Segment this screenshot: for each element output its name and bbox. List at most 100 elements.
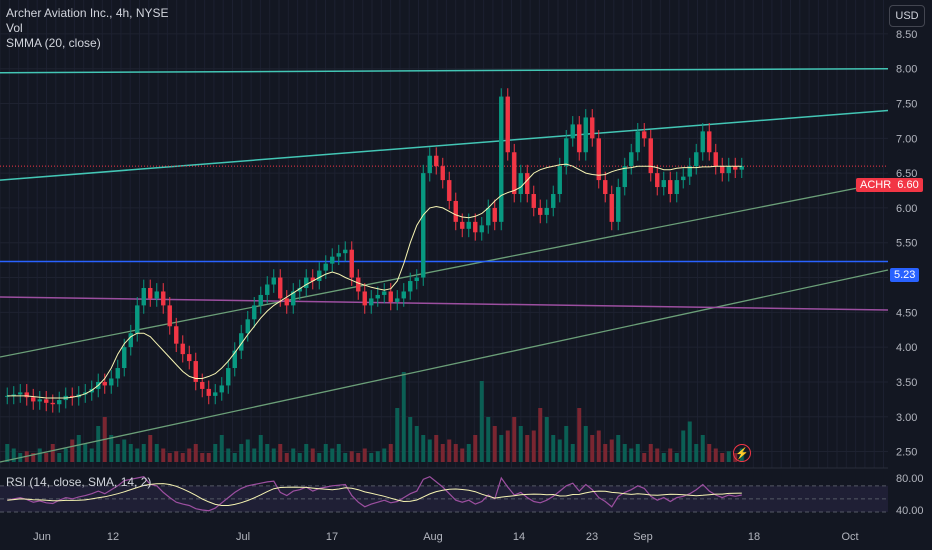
candle-body [440, 166, 445, 181]
candle-body [336, 253, 341, 257]
flash-icon[interactable]: ⚡ [733, 444, 751, 462]
volume-bar [271, 448, 276, 462]
candle-body [135, 305, 140, 334]
candle-body [473, 221, 478, 233]
candle-body [531, 194, 536, 208]
candle-body [538, 207, 543, 215]
volume-bar [414, 426, 419, 462]
candle-body [187, 354, 192, 362]
candle-body [193, 361, 198, 382]
candle-body [694, 152, 699, 167]
candle-body [707, 131, 712, 153]
candle-body [258, 294, 263, 306]
candle-body [388, 291, 393, 302]
candle-body [655, 173, 660, 188]
candle-body [102, 381, 107, 386]
volume-bar [193, 444, 198, 462]
candle-body [323, 263, 328, 271]
volume-bar [720, 453, 725, 462]
chart-legend: Archer Aviation Inc., 4h, NYSE Vol SMMA … [6, 6, 169, 51]
smma-line [7, 163, 742, 399]
candle-body [70, 395, 75, 398]
candle-body [5, 395, 10, 397]
candle-body [213, 392, 218, 396]
volume-bar [479, 381, 484, 462]
volume-bar [655, 448, 660, 462]
candle-body [427, 155, 432, 174]
candle-body [141, 287, 146, 306]
volume-bar [681, 430, 686, 462]
volume-bar [616, 435, 621, 462]
axes: 2.503.003.504.004.505.005.506.006.507.00… [33, 29, 923, 543]
volume-bar [544, 417, 549, 462]
volume-bar [297, 453, 302, 462]
volume-bar [466, 444, 471, 462]
candle-body [44, 399, 49, 403]
symbol-ticker: ACHR [860, 179, 892, 191]
volume-bar [252, 448, 257, 462]
candle-body [733, 166, 738, 170]
candle-body [739, 166, 744, 170]
time-axis-label: 12 [107, 531, 119, 543]
candle-body [200, 381, 205, 389]
volume-bar [700, 435, 705, 462]
volume-bar [362, 448, 367, 462]
rsi-line [7, 476, 742, 512]
candle-body [466, 221, 471, 229]
time-axis-label: 23 [586, 531, 598, 543]
volume-bar [5, 444, 10, 462]
candle-body [180, 343, 185, 355]
chart-grid [0, 0, 888, 520]
volume-bar [44, 453, 49, 462]
volume-bar [505, 430, 510, 462]
rsi-panel [0, 467, 888, 520]
volume-bar [499, 435, 504, 462]
indicator-smma[interactable]: SMMA (20, close) [6, 36, 101, 50]
candle-body [304, 277, 309, 288]
channel-bottom-line [0, 181, 889, 358]
candle-body [226, 368, 231, 386]
candle-body [674, 180, 679, 195]
volume-bar [343, 453, 348, 462]
candle-body [245, 319, 250, 334]
volume-bar [473, 435, 478, 462]
candle-body [167, 305, 172, 327]
volume-bar [50, 444, 55, 462]
candle-body [57, 400, 62, 405]
candle-body [486, 207, 491, 226]
candle-body [310, 277, 315, 282]
volume-bar [330, 448, 335, 462]
lower-trend-line [0, 269, 889, 463]
volume-bar [258, 435, 263, 462]
currency-button[interactable]: USD [889, 5, 925, 27]
candle-body [115, 368, 120, 379]
indicator-vol[interactable]: Vol [6, 21, 23, 35]
rsi-legend[interactable]: RSI (14, close, SMA, 14, 2) [6, 475, 152, 489]
volume-bar [590, 435, 595, 462]
symbol-title: Archer Aviation Inc., 4h, NYSE [6, 6, 169, 20]
volume-bar [180, 453, 185, 462]
volume-bar [70, 439, 75, 462]
volume-bar [291, 448, 296, 462]
volume-bar [447, 439, 452, 462]
volume-bar [265, 444, 270, 462]
candle-body [401, 291, 406, 299]
volume-bar [245, 439, 250, 462]
volume-bar [596, 430, 601, 462]
volume-bar [187, 448, 192, 462]
volume-bar [635, 444, 640, 462]
candle-body [421, 173, 426, 278]
candle-body [720, 166, 725, 174]
volume-bar [213, 444, 218, 462]
volume-bar [401, 372, 406, 462]
resistance-line [0, 67, 889, 74]
volume-bar [583, 426, 588, 462]
volume-bar [687, 421, 692, 462]
candle-body [596, 138, 601, 181]
candle-body [148, 287, 153, 299]
candle-body [375, 294, 380, 299]
candle-body [499, 96, 504, 222]
candle-body [122, 347, 127, 369]
candle-body [700, 131, 705, 153]
